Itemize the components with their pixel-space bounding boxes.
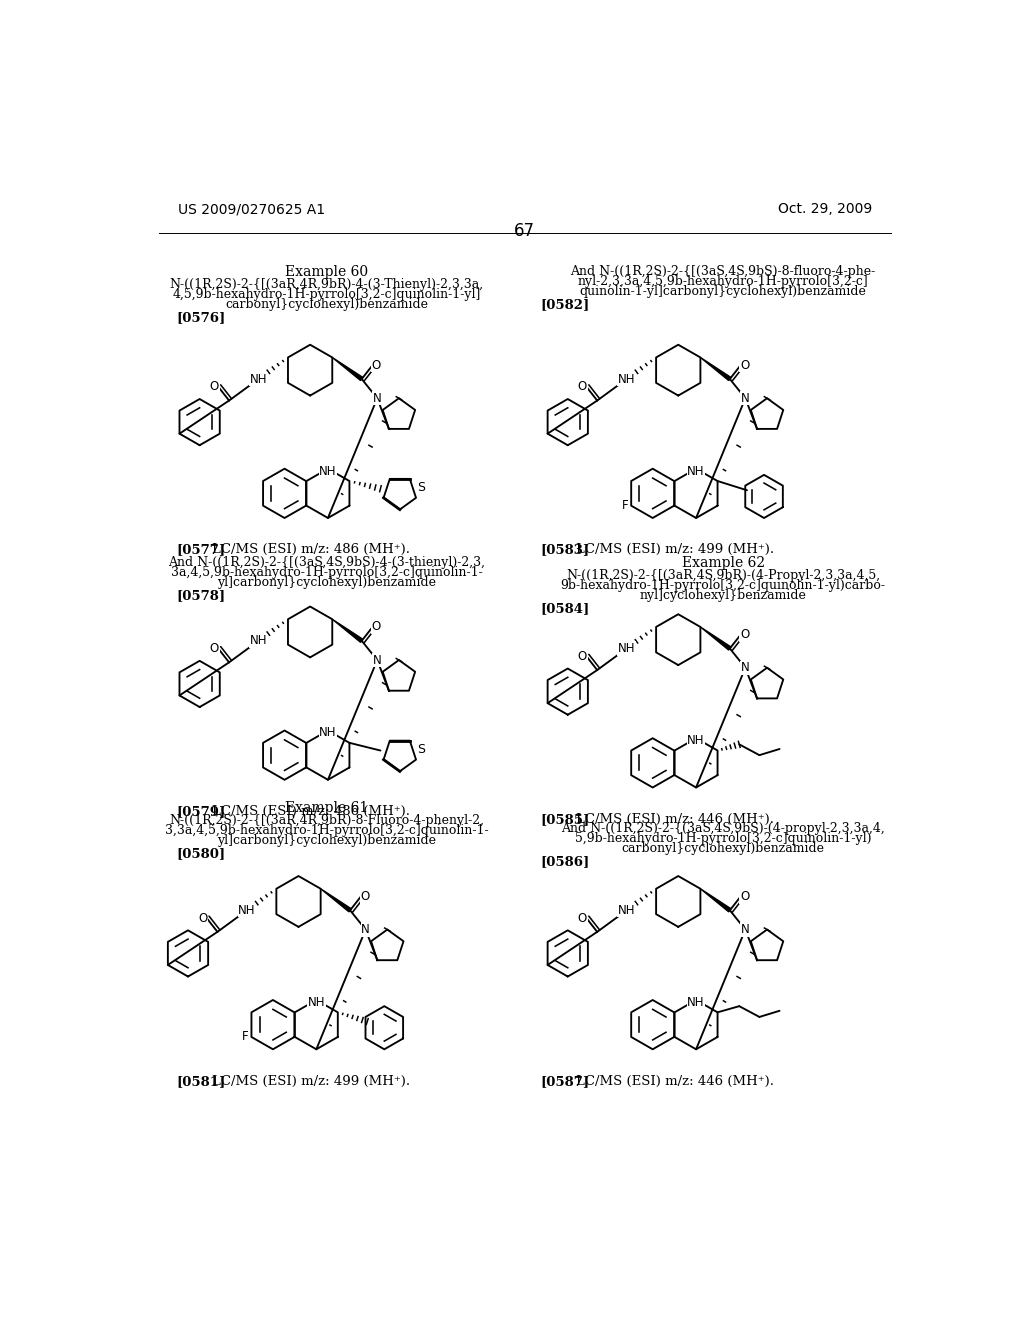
Text: Example 61: Example 61: [285, 800, 368, 814]
Text: 3,3a,4,5,9b-hexahydro-1H-pyrrolo[3,2-c]quinolin-1-: 3,3a,4,5,9b-hexahydro-1H-pyrrolo[3,2-c]q…: [165, 824, 488, 837]
Text: NH: NH: [319, 465, 337, 478]
Text: carbonyl}cyclohexyl)benzamide: carbonyl}cyclohexyl)benzamide: [622, 842, 824, 855]
Text: N-((1R,2S)-2-{[(3aR,4S,9bR)-(4-Propyl-2,3,3a,4,5,: N-((1R,2S)-2-{[(3aR,4S,9bR)-(4-Propyl-2,…: [566, 569, 881, 582]
Polygon shape: [700, 627, 731, 649]
Text: LC/MS (ESI) m/z: 486 (MH⁺).: LC/MS (ESI) m/z: 486 (MH⁺).: [212, 544, 410, 557]
Text: Oct. 29, 2009: Oct. 29, 2009: [778, 202, 872, 216]
Text: NH: NH: [239, 904, 256, 917]
Text: [0582]: [0582]: [541, 298, 590, 310]
Text: [0576]: [0576]: [176, 312, 225, 323]
Text: [0580]: [0580]: [176, 847, 225, 859]
Text: 3a,4,5,9b-hexahydro-1H-pyrrolo[3,2-c]quinolin-1-: 3a,4,5,9b-hexahydro-1H-pyrrolo[3,2-c]qui…: [171, 566, 482, 578]
Polygon shape: [332, 358, 362, 380]
Text: N: N: [373, 653, 382, 667]
Text: F: F: [622, 499, 629, 512]
Text: O: O: [372, 620, 381, 634]
Text: F: F: [242, 1031, 249, 1044]
Text: nyl]cyclohexyl}benzamide: nyl]cyclohexyl}benzamide: [640, 589, 807, 602]
Polygon shape: [332, 619, 362, 643]
Text: carbonyl}cyclohexyl)benzamide: carbonyl}cyclohexyl)benzamide: [225, 298, 428, 310]
Text: N: N: [373, 392, 382, 405]
Text: [0584]: [0584]: [541, 602, 590, 615]
Text: O: O: [740, 628, 750, 642]
Text: 5,9b-hexahydro-1H-pyrrolo[3,2-c]quinolin-1-yl): 5,9b-hexahydro-1H-pyrrolo[3,2-c]quinolin…: [574, 832, 871, 845]
Text: And N-((1R,2S)-2-{[(3aS,4S,9bS)-4-(3-thienyl)-2,3,: And N-((1R,2S)-2-{[(3aS,4S,9bS)-4-(3-thi…: [168, 556, 485, 569]
Text: Example 60: Example 60: [285, 264, 368, 279]
Text: O: O: [740, 359, 750, 372]
Text: NH: NH: [307, 995, 325, 1008]
Text: US 2009/0270625 A1: US 2009/0270625 A1: [178, 202, 326, 216]
Text: N-((1R,2S)-2-{[(3aR,4R,9bR)-4-(3-Thienyl)-2,3,3a,: N-((1R,2S)-2-{[(3aR,4R,9bR)-4-(3-Thienyl…: [169, 277, 483, 290]
Text: N: N: [741, 661, 750, 675]
Text: quinolin-1-yl]carbonyl}cyclohexyl)benzamide: quinolin-1-yl]carbonyl}cyclohexyl)benzam…: [580, 285, 866, 298]
Text: nyl-2,3,3a,4,5,9b-hexahydro-1H-pyrrolo[3,2-c]: nyl-2,3,3a,4,5,9b-hexahydro-1H-pyrrolo[3…: [578, 275, 868, 288]
Text: [0583]: [0583]: [541, 544, 590, 557]
Text: [0581]: [0581]: [176, 1074, 225, 1088]
Polygon shape: [700, 358, 731, 380]
Text: [0578]: [0578]: [176, 589, 225, 602]
Text: O: O: [210, 380, 219, 393]
Text: yl]carbonyl}cyclohexyl)benzamide: yl]carbonyl}cyclohexyl)benzamide: [217, 576, 436, 589]
Text: NH: NH: [687, 734, 705, 747]
Polygon shape: [700, 888, 731, 912]
Text: O: O: [360, 890, 370, 903]
Text: O: O: [198, 912, 207, 924]
Text: LC/MS (ESI) m/z: 499 (MH⁺).: LC/MS (ESI) m/z: 499 (MH⁺).: [575, 544, 774, 557]
Text: NH: NH: [687, 465, 705, 478]
Polygon shape: [321, 888, 351, 912]
Text: 4,5,9b-hexahydro-1H-pyrrolo[3,2-c]quinolin-1-yl]: 4,5,9b-hexahydro-1H-pyrrolo[3,2-c]quinol…: [172, 288, 480, 301]
Text: NH: NH: [250, 635, 267, 647]
Text: NH: NH: [250, 372, 267, 385]
Text: 9b-hexahydro-1H-pyrrolo[3,2-c]quinolin-1-yl)carbo-: 9b-hexahydro-1H-pyrrolo[3,2-c]quinolin-1…: [561, 579, 886, 591]
Text: NH: NH: [617, 372, 636, 385]
Text: [0579]: [0579]: [176, 805, 225, 818]
Text: yl]carbonyl}cyclohexyl)benzamide: yl]carbonyl}cyclohexyl)benzamide: [217, 834, 436, 846]
Text: 67: 67: [514, 222, 536, 239]
Text: And N-((1R,2S)-2-{[(3aS,4S,9bS)-8-fluoro-4-phe-: And N-((1R,2S)-2-{[(3aS,4S,9bS)-8-fluoro…: [570, 264, 876, 277]
Text: LC/MS (ESI) m/z: 446 (MH⁺).: LC/MS (ESI) m/z: 446 (MH⁺).: [575, 813, 774, 826]
Text: NH: NH: [617, 904, 636, 917]
Text: O: O: [740, 890, 750, 903]
Text: N: N: [361, 923, 370, 936]
Text: N: N: [741, 392, 750, 405]
Text: N: N: [741, 923, 750, 936]
Text: [0577]: [0577]: [176, 544, 225, 557]
Text: O: O: [210, 642, 219, 655]
Text: NH: NH: [617, 642, 636, 655]
Text: Example 62: Example 62: [682, 556, 765, 570]
Text: O: O: [578, 912, 587, 924]
Text: NH: NH: [687, 995, 705, 1008]
Text: O: O: [578, 649, 587, 663]
Text: LC/MS (ESI) m/z: 499 (MH⁺).: LC/MS (ESI) m/z: 499 (MH⁺).: [212, 1074, 410, 1088]
Text: [0586]: [0586]: [541, 855, 590, 869]
Text: LC/MS (ESI) m/z: 486 (MH⁺).: LC/MS (ESI) m/z: 486 (MH⁺).: [212, 805, 410, 818]
Text: S: S: [417, 480, 425, 494]
Text: [0587]: [0587]: [541, 1074, 590, 1088]
Text: LC/MS (ESI) m/z: 446 (MH⁺).: LC/MS (ESI) m/z: 446 (MH⁺).: [575, 1074, 774, 1088]
Text: [0585]: [0585]: [541, 813, 590, 826]
Text: NH: NH: [319, 726, 337, 739]
Text: S: S: [417, 743, 425, 755]
Text: N-((1R,2S)-2-{[(3aR,4R,9bR)-8-Fluoro-4-phenyl-2,: N-((1R,2S)-2-{[(3aR,4R,9bR)-8-Fluoro-4-p…: [169, 813, 484, 826]
Text: O: O: [578, 380, 587, 393]
Text: And N-((1R,2S)-2-{(3aS,4S,9bS)-(4-propyl-2,3,3a,4,: And N-((1R,2S)-2-{(3aS,4S,9bS)-(4-propyl…: [561, 822, 885, 836]
Text: O: O: [372, 359, 381, 372]
